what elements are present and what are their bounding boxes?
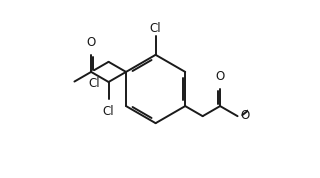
Text: O: O — [215, 70, 225, 83]
Text: Cl: Cl — [103, 105, 114, 118]
Text: O: O — [240, 109, 250, 122]
Text: Cl: Cl — [88, 77, 100, 90]
Text: Cl: Cl — [150, 22, 161, 35]
Text: O: O — [86, 36, 96, 49]
